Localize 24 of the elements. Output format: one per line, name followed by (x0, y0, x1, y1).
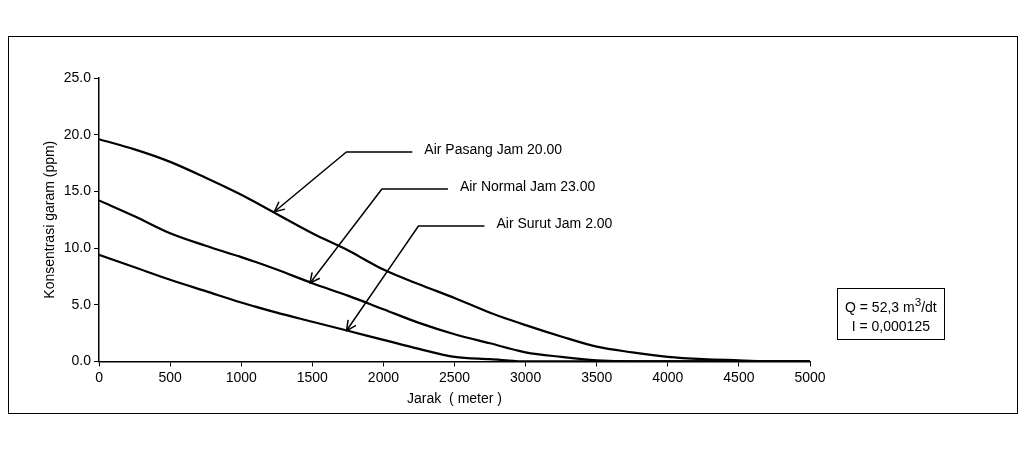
x-axis-title: Jarak ( meter ) (407, 390, 502, 407)
text: I = 0,000125 (851, 317, 930, 334)
x-tick-label: 4000 (652, 368, 684, 385)
y-tick-label: 0.0 (71, 352, 92, 369)
x-tick-label: 500 (158, 368, 183, 385)
x-tick-label: 0 (95, 368, 104, 385)
y-axis-title: Konsentrasi garam (ppm) (41, 140, 58, 299)
x-tick-label: 1000 (225, 368, 258, 385)
x-tick-label: 2000 (367, 368, 400, 385)
x-tick-label: 3500 (581, 368, 613, 385)
y-tick-label: 25.0 (63, 68, 92, 85)
x-tick-label: 5000 (794, 368, 826, 385)
x-tick-label: 3000 (510, 368, 542, 385)
x-tick-label: 4500 (723, 368, 755, 385)
text: Q = 52,3 m$^{3}$/dt (845, 295, 937, 315)
x-tick-label: 2500 (438, 368, 471, 385)
annotation: Air Normal Jam 23.00 (459, 177, 596, 194)
y-tick-label: 15.0 (63, 182, 92, 199)
x-tick-label: 1500 (296, 368, 329, 385)
annotation: Air Surut Jam 2.00 (496, 214, 613, 231)
y-tick-label: 5.0 (71, 295, 92, 312)
annotation: Air Pasang Jam 20.00 (424, 140, 563, 157)
y-tick-label: 10.0 (63, 238, 92, 255)
y-tick-label: 20.0 (63, 125, 92, 142)
